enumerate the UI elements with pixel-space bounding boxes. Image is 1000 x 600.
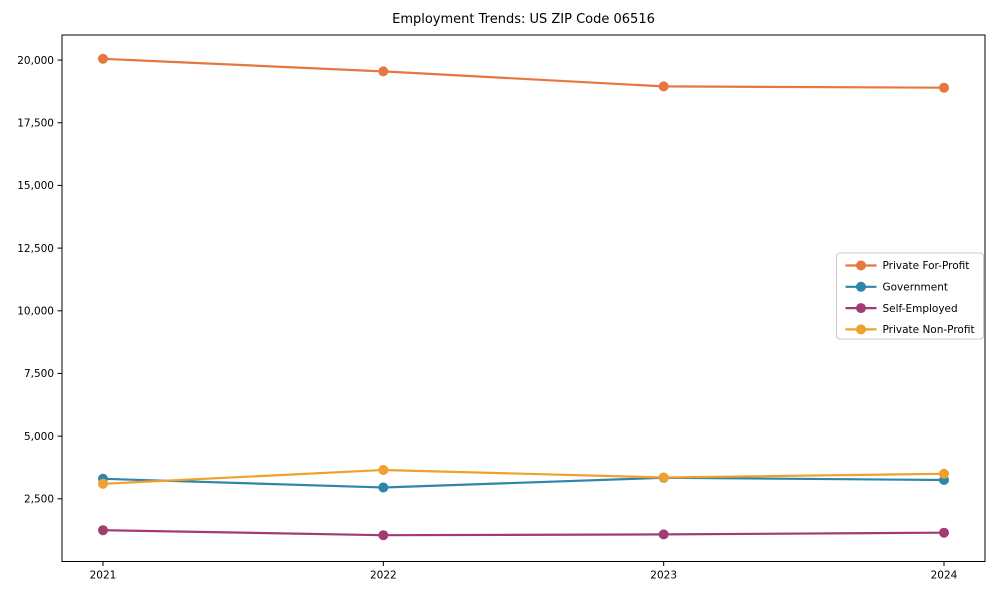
data-point-private-for-profit-2021 xyxy=(98,53,108,64)
data-point-private-non-profit-2021 xyxy=(98,478,108,489)
y-axis-tick-label: 20,000 xyxy=(17,55,54,67)
data-point-self-employed-2022 xyxy=(378,530,389,541)
legend-box xyxy=(836,252,984,340)
y-axis-tick-label: 12,500 xyxy=(17,243,54,255)
x-axis-tick-label: 2022 xyxy=(370,570,397,582)
x-axis-tick-label: 2024 xyxy=(931,570,958,582)
legend-item-label-private-for-profit: Private For-Profit xyxy=(883,260,970,272)
legend-dot-marker-icon xyxy=(856,303,866,314)
y-axis-tick-label: 2,500 xyxy=(24,494,54,506)
legend-dot-marker-icon xyxy=(856,281,866,292)
y-axis-tick-label: 17,500 xyxy=(17,117,54,129)
y-axis-tick-label: 5,000 xyxy=(24,431,54,443)
series-line-private-for-profit xyxy=(101,57,946,89)
data-point-self-employed-2021 xyxy=(98,525,108,536)
series-line-private-non-profit xyxy=(101,468,946,485)
data-point-private-non-profit-2022 xyxy=(378,465,389,475)
legend-item-label-private-non-profit: Private Non-Profit xyxy=(883,324,975,336)
series-line-self-employed xyxy=(101,529,946,537)
y-axis-tick-label: 10,000 xyxy=(17,305,54,317)
legend-item-label-self-employed: Self-Employed xyxy=(883,303,958,315)
data-point-self-employed-2023 xyxy=(658,529,669,540)
y-axis-tick-label: 7,500 xyxy=(24,368,54,380)
data-point-private-for-profit-2023 xyxy=(658,81,669,92)
data-point-private-non-profit-2023 xyxy=(658,472,669,483)
series-line-government xyxy=(101,476,946,489)
x-axis-tick-label: 2023 xyxy=(650,570,677,582)
legend-item-label-government: Government xyxy=(883,282,948,294)
legend-dot-marker-icon xyxy=(856,260,866,271)
legend-dot-marker-icon xyxy=(856,324,866,335)
chart-title: Employment Trends: US ZIP Code 06516 xyxy=(392,12,655,27)
data-point-private-non-profit-2024 xyxy=(939,468,949,479)
plot-border xyxy=(61,34,986,562)
data-point-government-2022 xyxy=(378,482,389,493)
data-point-private-for-profit-2022 xyxy=(378,66,389,77)
x-axis-tick-label: 2021 xyxy=(90,570,117,582)
data-point-private-for-profit-2024 xyxy=(939,82,949,93)
data-point-self-employed-2024 xyxy=(939,527,949,538)
y-axis-tick-label: 15,000 xyxy=(17,180,54,192)
